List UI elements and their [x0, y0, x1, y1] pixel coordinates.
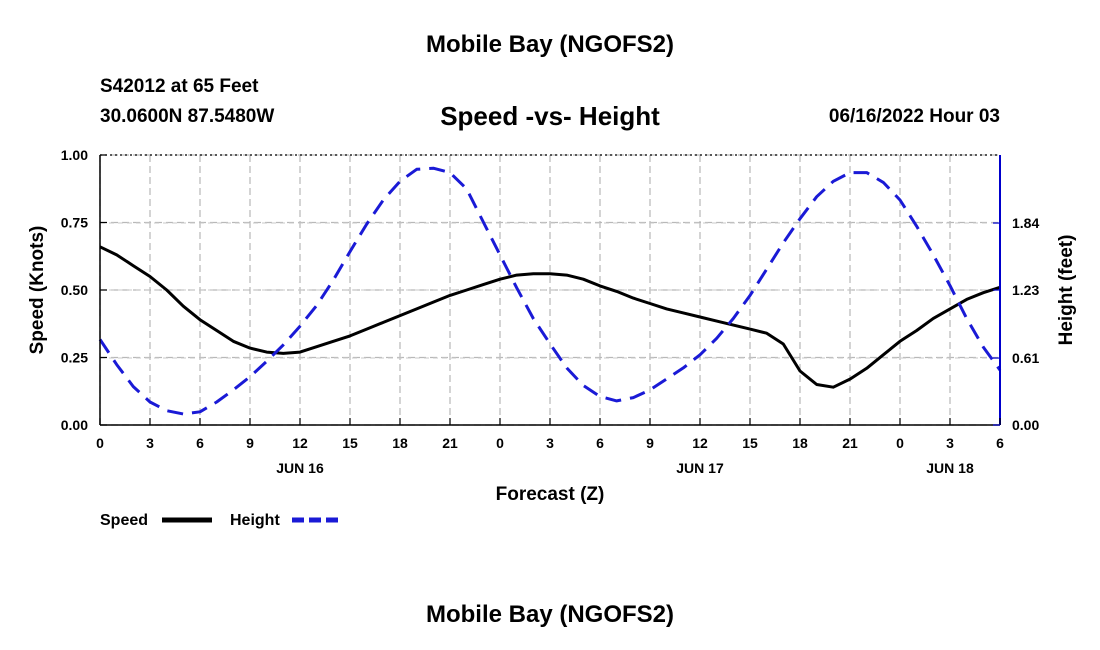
legend-label-height: Height — [230, 512, 280, 529]
y-tick-label-left: 0.25 — [61, 350, 88, 366]
x-tick-label: 6 — [596, 435, 604, 451]
footer-title: Mobile Bay (NGOFS2) — [425, 601, 675, 628]
y-tick-label-right: 1.23 — [1012, 282, 1039, 298]
x-date-label: JUN 17 — [676, 460, 724, 476]
y-tick-label-right: 0.61 — [1012, 350, 1039, 366]
x-tick-label: 0 — [96, 435, 104, 451]
x-tick-label: 6 — [996, 435, 1004, 451]
x-tick-label: 21 — [842, 435, 858, 451]
y-tick-label-left: 0.00 — [61, 417, 88, 433]
legend: Speed Height — [100, 512, 342, 529]
coordinates-label: 30.0600N 87.5480W — [100, 106, 275, 127]
chart-subtitle: Speed -vs- Height — [440, 101, 660, 131]
x-tick-label: 15 — [342, 435, 358, 451]
y-tick-label-left: 0.75 — [61, 215, 88, 231]
x-tick-label: 12 — [692, 435, 708, 451]
y-tick-label-left: 1.00 — [61, 147, 88, 163]
y-tick-label-right: 1.84 — [1012, 215, 1039, 231]
x-tick-label: 9 — [646, 435, 654, 451]
x-tick-label: 0 — [496, 435, 504, 451]
y-axis-title-left: Speed (Knots) — [27, 226, 48, 355]
y-tick-label-left: 0.50 — [61, 282, 88, 298]
x-tick-label: 18 — [792, 435, 808, 451]
station-label: S42012 at 65 Feet — [100, 76, 259, 97]
x-axis-title: Forecast (Z) — [496, 484, 605, 505]
x-tick-label: 9 — [246, 435, 254, 451]
labels-layer: 0 3 6 9 12 15 18 21 0 3 6 9 12 15 18 21 0 3 6 JUN 16 JUN 17 J… — [27, 147, 1077, 505]
x-tick-label: 3 — [146, 435, 154, 451]
x-tick-label: 3 — [546, 435, 554, 451]
series-line-speed — [99, 245, 1001, 389]
series-layer — [98, 166, 1002, 416]
axes-layer — [99, 154, 1001, 426]
x-tick-label: 3 — [946, 435, 954, 451]
x-tick-label: 18 — [392, 435, 408, 451]
grid-layer — [99, 154, 1001, 426]
x-date-label: JUN 18 — [926, 460, 974, 476]
y-axis-title-right: Height (feet) — [1056, 235, 1077, 346]
x-tick-label: 0 — [896, 435, 904, 451]
legend-label-speed: Speed — [100, 512, 148, 529]
chart-title: Mobile Bay (NGOFS2) — [425, 31, 675, 58]
x-tick-label: 21 — [442, 435, 458, 451]
y-tick-label-right: 0.00 — [1012, 417, 1039, 433]
x-tick-label: 15 — [742, 435, 758, 451]
x-date-label: JUN 16 — [276, 460, 324, 476]
x-tick-label: 6 — [196, 435, 204, 451]
x-tick-label: 12 — [292, 435, 308, 451]
datetime-label: 06/16/2022 Hour 03 — [828, 106, 1000, 127]
